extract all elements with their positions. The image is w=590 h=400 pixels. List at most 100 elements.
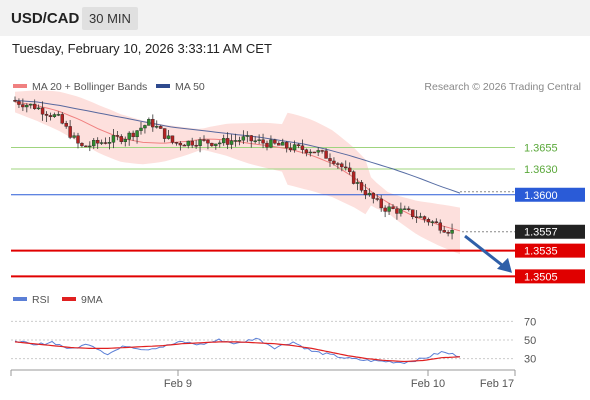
candle-body — [269, 139, 273, 148]
ma20-legend-label: MA 20 + Bollinger Bands — [32, 81, 147, 93]
candle-body — [418, 216, 423, 218]
candle-body — [249, 135, 253, 142]
candle-body — [194, 145, 198, 147]
candle-body — [312, 151, 316, 154]
candle-body — [52, 114, 57, 117]
candle-body — [277, 143, 281, 146]
x-tick-label: Feb 17 — [480, 378, 514, 390]
candle-body — [288, 147, 293, 151]
ma20-line — [14, 101, 461, 232]
candle-body — [40, 107, 45, 115]
candle-body — [155, 126, 159, 128]
price-panel: 1.3655 1.3630 1.3600 1.3557 1.3535 1.3505 — [11, 90, 585, 284]
candle-body — [261, 139, 265, 144]
ma50-legend-swatch — [156, 84, 170, 88]
last-price-label: 1.3557 — [524, 227, 558, 239]
candle-body — [80, 142, 84, 147]
candle-body — [328, 158, 332, 162]
candle-body — [68, 126, 72, 138]
candle-body — [186, 140, 190, 146]
candle-body — [434, 221, 439, 223]
candle-body — [84, 145, 88, 148]
candle-body — [273, 139, 277, 144]
pivot-label: 1.3600 — [524, 190, 558, 202]
candle-body — [281, 142, 285, 146]
forecast-arrow-shaft — [464, 234, 504, 268]
candle-body — [387, 206, 391, 212]
candle-body — [284, 142, 289, 149]
candle-body — [450, 230, 454, 234]
candle-body — [430, 221, 435, 223]
candle-body — [206, 139, 210, 144]
candle-body — [304, 149, 309, 154]
candle-body — [379, 198, 383, 209]
candle-body — [64, 123, 68, 127]
candle-body — [158, 126, 163, 129]
candle-body — [44, 113, 49, 116]
candle-body — [347, 167, 352, 172]
candle-body — [119, 136, 124, 142]
candle-body — [127, 132, 131, 140]
candle-body — [218, 142, 222, 145]
candle-body — [92, 140, 96, 147]
candle-body — [257, 139, 261, 141]
rsi-legend: RSI 9MA — [13, 294, 103, 306]
resistance-1-label: 1.3630 — [524, 164, 558, 176]
candle-body — [36, 107, 41, 110]
candle-body — [336, 163, 340, 165]
ma50-legend-label: MA 50 — [175, 81, 205, 93]
candle-body — [25, 104, 29, 108]
candle-body — [395, 208, 399, 214]
candle-body — [363, 190, 368, 196]
candle-body — [229, 140, 234, 145]
candle-body — [174, 142, 179, 144]
candle-body — [111, 135, 116, 143]
candle-body — [316, 150, 320, 153]
candle-body — [151, 119, 155, 128]
candle-body — [320, 150, 324, 152]
symbol-label: USD/CAD — [11, 10, 80, 27]
timestamp-label: Tuesday, February 10, 2026 3:33:11 AM CE… — [12, 41, 272, 56]
rsi-panel: 70 50 30 — [11, 316, 536, 366]
candle-body — [166, 135, 171, 139]
support-1-label: 1.3535 — [524, 246, 558, 258]
support-2-label: 1.3505 — [524, 271, 558, 283]
candle-body — [76, 135, 80, 144]
candle-body — [95, 140, 100, 144]
candle-body — [446, 232, 450, 234]
candle-body — [426, 219, 431, 223]
candle-body — [442, 230, 446, 233]
research-credit: Research © 2026 Trading Central — [424, 81, 581, 93]
candle-body — [332, 160, 336, 164]
candle-body — [72, 135, 76, 138]
candle-body — [56, 114, 61, 116]
candle-body — [292, 144, 297, 151]
x-tick-label: Feb 10 — [411, 378, 445, 390]
x-axis: Feb 9 Feb 10 Feb 17 — [10, 369, 516, 390]
candle-body — [340, 163, 344, 168]
candle-body — [367, 192, 372, 196]
candle-body — [198, 139, 202, 147]
candle-body — [29, 103, 33, 106]
candle-body — [210, 142, 214, 146]
candle-body — [438, 222, 442, 231]
resistance-2-label: 1.3655 — [524, 143, 558, 155]
candle-body — [344, 166, 348, 169]
bollinger-band — [15, 90, 460, 255]
rsi-tick-label: 30 — [524, 354, 536, 366]
candle-body — [355, 182, 360, 184]
candle-body — [241, 136, 246, 141]
candle-body — [170, 135, 175, 143]
candle-body — [221, 138, 226, 144]
candle-body — [107, 142, 112, 144]
candle-body — [407, 208, 411, 210]
rsi-line — [14, 337, 461, 365]
candle-body — [103, 142, 108, 144]
candle-body — [422, 216, 427, 220]
last-price-label-bg — [515, 224, 585, 239]
timeframe-button[interactable]: 30 MIN — [82, 7, 138, 30]
ma9-legend-label: 9MA — [81, 294, 103, 306]
candle-body — [123, 139, 127, 142]
candle-body — [131, 132, 135, 138]
